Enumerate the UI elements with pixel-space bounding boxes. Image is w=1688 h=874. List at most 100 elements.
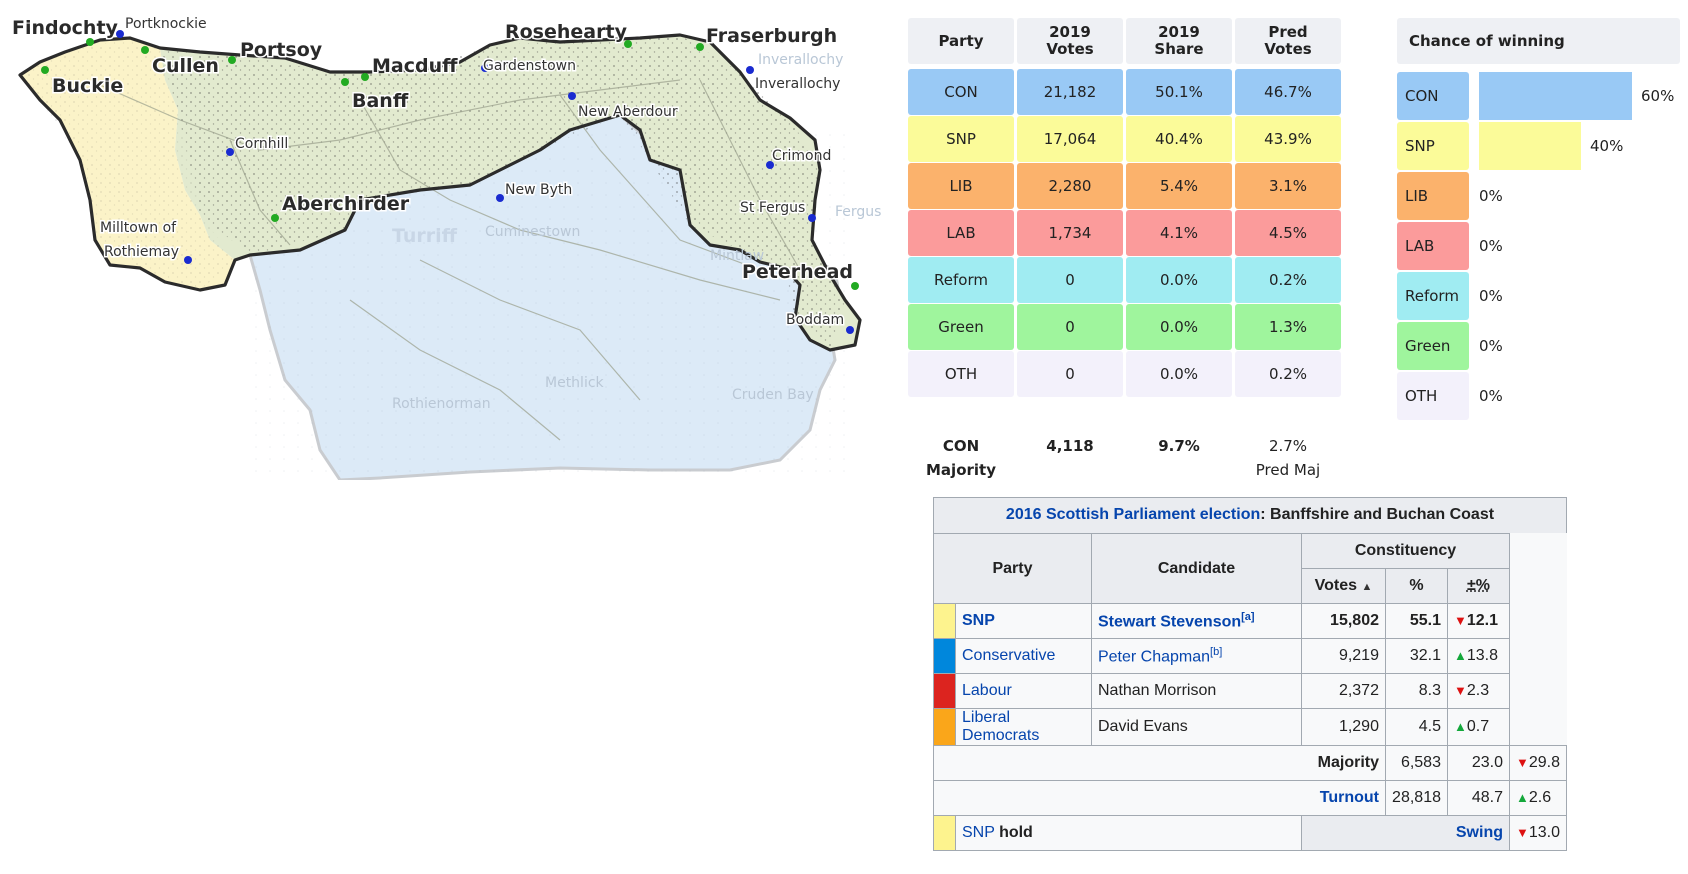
- candidate-name: David Evans: [1097, 718, 1188, 735]
- majority-label: Majority: [933, 745, 1386, 781]
- table-caption: 2016 Scottish Parliament election: Banff…: [933, 497, 1567, 533]
- candidate-name[interactable]: Peter Chapman: [1097, 648, 1211, 666]
- pred-cell-pred: 1.3%: [1235, 304, 1341, 350]
- pred-cell-party: LIB: [908, 163, 1014, 209]
- majority-party: CON Majority: [926, 437, 996, 479]
- votes-cell: 15,802: [1300, 603, 1386, 639]
- town-label: Cullen: [152, 55, 219, 77]
- party-name-cell: Labour: [955, 673, 1092, 709]
- party-link[interactable]: Labour: [962, 682, 1012, 699]
- pred-cell-pred: 4.5%: [1235, 210, 1341, 256]
- pred-cell-pred: 43.9%: [1235, 116, 1341, 162]
- candidate-row: Liberal Democrats David Evans 1,290 4.5 ▲0.7: [933, 708, 1567, 746]
- party-name-cell: SNP: [955, 603, 1092, 639]
- town-label: Methlick: [545, 375, 605, 391]
- votes-cell: 2,372: [1300, 673, 1386, 709]
- party-color-swatch: [933, 673, 956, 709]
- pred-cell-pred: 0.2%: [1235, 257, 1341, 303]
- turnout-link[interactable]: Turnout: [1319, 789, 1379, 806]
- change-cell: ▼12.1: [1446, 603, 1510, 639]
- party-link[interactable]: SNP: [962, 612, 995, 629]
- majority-votes: 4,118: [1046, 437, 1094, 455]
- chance-percent: 0%: [1479, 337, 1503, 355]
- candidate-cell: Nathan Morrison: [1090, 673, 1302, 709]
- header-party: Party: [908, 18, 1014, 64]
- road-lines: [99, 79, 801, 441]
- sort-icon[interactable]: ▲︎: [1361, 581, 1373, 593]
- pred-cell-votes: 0: [1017, 351, 1123, 397]
- percent-cell: 32.1: [1384, 638, 1448, 674]
- pred-cell-pred: 46.7%: [1235, 69, 1341, 115]
- pred-cell-share: 0.0%: [1126, 257, 1232, 303]
- change-cell: ▼2.3: [1446, 673, 1510, 709]
- votes-cell: 9,219: [1300, 638, 1386, 674]
- town-label: Buckie: [52, 75, 123, 97]
- candidate-name: Nathan Morrison: [1097, 682, 1217, 699]
- footnote-link[interactable]: [b]: [1210, 645, 1223, 658]
- constituency-border: [18, 33, 862, 352]
- pred-cell-votes: 0: [1017, 304, 1123, 350]
- town-markers: [41, 30, 859, 334]
- footnote-link[interactable]: [a]: [1241, 610, 1255, 623]
- pred-cell-share: 50.1%: [1126, 69, 1232, 115]
- chance-percent: 40%: [1590, 137, 1624, 155]
- pred-cell-party: Green: [908, 304, 1014, 350]
- chance-party-label: OTH: [1397, 372, 1469, 420]
- party-color-swatch: [933, 708, 956, 746]
- town-label: Boddam: [786, 312, 844, 328]
- town-label: Banff: [352, 90, 409, 112]
- th-constituency: Constituency: [1300, 533, 1510, 569]
- pred-cell-votes: 0: [1017, 257, 1123, 303]
- town-label: New Aberdour: [578, 104, 678, 120]
- town-label: Rothiemay: [104, 244, 179, 260]
- town-label: Inverallochy: [758, 52, 843, 68]
- town-label: Cruden Bay: [732, 387, 814, 403]
- chance-title: Chance of winning: [1397, 18, 1680, 64]
- up-arrow-icon: ▲: [1515, 790, 1529, 805]
- town-label: Findochty: [12, 17, 119, 39]
- party-link[interactable]: Liberal Democrats: [962, 709, 1040, 744]
- swing-link[interactable]: Swing: [1455, 824, 1503, 841]
- th-votes[interactable]: Votes ▲︎: [1300, 568, 1386, 604]
- pred-cell-votes: 17,064: [1017, 116, 1123, 162]
- chance-party-label: LAB: [1397, 222, 1469, 270]
- header-pred-votes: Pred Votes: [1235, 18, 1341, 64]
- pred-cell-party: OTH: [908, 351, 1014, 397]
- party-link[interactable]: Conservative: [962, 647, 1056, 664]
- swing-change: ▼13.0: [1508, 815, 1568, 851]
- town-label: Cornhill: [235, 136, 288, 152]
- percent-cell: 4.5: [1384, 708, 1448, 746]
- up-arrow-icon: ▲: [1453, 719, 1467, 734]
- majority-change: ▼29.8: [1508, 745, 1568, 781]
- pred-cell-party: LAB: [908, 210, 1014, 256]
- hold-party-link[interactable]: SNP: [962, 824, 995, 841]
- chance-percent: 0%: [1479, 287, 1503, 305]
- town-label: Peterhead: [742, 261, 853, 283]
- turnout-pct: 48.7: [1446, 780, 1510, 816]
- up-arrow-icon: ▲: [1453, 648, 1467, 663]
- town-label: St Fergus: [740, 200, 805, 216]
- caption-link[interactable]: 2016 Scottish Parliament election: [1005, 506, 1261, 523]
- majority-share: 9.7%: [1158, 437, 1200, 455]
- pred-cell-pred: 3.1%: [1235, 163, 1341, 209]
- percent-cell: 8.3: [1384, 673, 1448, 709]
- th-change: ±%: [1446, 568, 1510, 604]
- votes-cell: 1,290: [1300, 708, 1386, 746]
- pred-cell-party: SNP: [908, 116, 1014, 162]
- candidate-cell: Stewart Stevenson[a]: [1090, 603, 1302, 639]
- party-name-cell: Conservative: [955, 638, 1092, 674]
- party-color-swatch: [933, 638, 956, 674]
- pred-cell-share: 4.1%: [1126, 210, 1232, 256]
- th-party: Party: [933, 533, 1092, 604]
- pred-cell-votes: 21,182: [1017, 69, 1123, 115]
- pred-cell-votes: 2,280: [1017, 163, 1123, 209]
- map-svg: Findochty Buckie Cullen Portsoy Macduff …: [11, 15, 881, 480]
- chance-party-label: Reform: [1397, 272, 1469, 320]
- pred-cell-votes: 1,734: [1017, 210, 1123, 256]
- candidate-row: SNP Stewart Stevenson[a] 15,802 55.1 ▼12.1: [933, 603, 1567, 639]
- party-color-swatch: [933, 815, 956, 851]
- chance-party-label: SNP: [1397, 122, 1469, 170]
- town-label: Gardenstown: [483, 58, 576, 74]
- chance-percent: 0%: [1479, 237, 1503, 255]
- candidate-name[interactable]: Stewart Stevenson: [1097, 613, 1242, 631]
